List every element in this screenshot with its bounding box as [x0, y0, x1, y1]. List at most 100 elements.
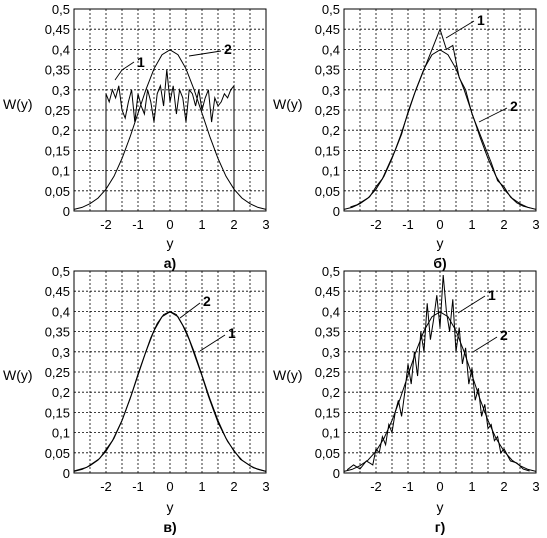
panel-b-y-tick-label: 0,1 [322, 164, 340, 179]
panel-a: 0 0,05 0,1 0,15 0,2 0,25 0,3 0,35 0,4 0,45 0,5 -2 -1… [3, 2, 270, 271]
panel-d-curve-label-1: 1 [488, 287, 496, 303]
panel-a-y-tick-label: 0,35 [45, 63, 70, 78]
panel-b-grid [343, 8, 537, 212]
panel-c-y-tick-label: 0,5 [52, 264, 70, 279]
panel-c-series [73, 310, 267, 472]
panel-d-y-tick-label: 0,4 [322, 304, 340, 319]
panel-c-y-tick-label: 0,2 [52, 385, 70, 400]
panel-d-x-tick-label: 0 [436, 479, 443, 494]
panel-a-y-tick-label: 0,15 [45, 143, 70, 158]
panel-a-grid [73, 8, 267, 212]
panel-b-y-tick-label: 0,4 [322, 42, 340, 57]
panel-a-ylabel: W(y) [3, 96, 33, 112]
panel-a-x-tick-label: 2 [230, 217, 237, 232]
panel-a-y-tick-label: 0,5 [52, 2, 70, 17]
panel-d-y-tick-label: 0,05 [315, 446, 340, 461]
panel-d-y-tick-label: 0,3 [322, 345, 340, 360]
panel-a-series [73, 49, 267, 211]
panel-c-y-tick-label: 0,45 [45, 284, 70, 299]
panel-a-x-tick-label: 3 [262, 217, 269, 232]
panel-c-x-tick-label: 2 [230, 479, 237, 494]
panel-a-x-tick-label: -1 [132, 217, 144, 232]
panel-b-ylabel: W(y) [273, 96, 303, 112]
panel-a-series-2-line [73, 49, 267, 210]
panel-b-y-tick-label: 0,2 [322, 123, 340, 138]
panel-c-x-tick-label: 3 [262, 479, 269, 494]
panel-a-ticks: 0 0,05 0,1 0,15 0,2 0,25 0,3 0,35 0,4 0,45 0,5 -2 -1… [45, 2, 270, 232]
panel-d-ticks: 0 0,05 0,1 0,15 0,2 0,25 0,3 0,35 0,4 0,45 0,5 -2 -1… [315, 264, 540, 494]
panel-c-y-tick-label: 0,35 [45, 325, 70, 340]
panel-d-series [343, 274, 537, 472]
panel-a-series-1-line [105, 69, 235, 211]
panel-b-y-tick-label: 0,05 [315, 184, 340, 199]
panel-c-y-tick-label: 0,1 [52, 426, 70, 441]
panel-d-x-tick-label: -1 [402, 479, 414, 494]
panel-d-leader-2 [472, 336, 498, 353]
panel-b-y-tick-label: 0 [333, 204, 340, 219]
panel-d-y-tick-label: 0,45 [315, 284, 340, 299]
panel-a-y-tick-label: 0,4 [52, 42, 70, 57]
panel-b-x-tick-label: 2 [500, 217, 507, 232]
panel-b-x-tick-label: 3 [532, 217, 539, 232]
panel-b-y-tick-label: 0,5 [322, 2, 340, 17]
panel-b-x-tick-label: 0 [436, 217, 443, 232]
panel-b-y-tick-label: 0,35 [315, 63, 340, 78]
panel-d-grid [343, 270, 537, 474]
panel-d-y-tick-label: 0,25 [315, 365, 340, 380]
panel-c-x-tick-label: 1 [198, 479, 205, 494]
panel-c-ticks: 0 0,05 0,1 0,15 0,2 0,25 0,3 0,35 0,4 0,45 0,5 -2 -1… [45, 264, 270, 494]
panel-d-x-tick-label: 3 [532, 479, 539, 494]
panel-b-curve-label-2: 2 [510, 98, 518, 114]
panel-b-series [343, 27, 537, 210]
panel-c-curve-label-2: 2 [203, 293, 211, 309]
panel-c-series-2-line [73, 311, 267, 472]
panel-a-plot-frame [73, 8, 267, 212]
panel-b-x-tick-label: 1 [468, 217, 475, 232]
panel-a-x-tick-label: 0 [166, 217, 173, 232]
panel-d-ylabel: W(y) [273, 367, 303, 383]
panel-b-x-tick-label: -1 [402, 217, 414, 232]
panel-c-leader-1 [199, 334, 226, 352]
panel-c-xlabel: y [167, 499, 174, 515]
panel-a-curve-label-2: 2 [224, 41, 232, 57]
panel-d-curve-label-2: 2 [500, 327, 508, 343]
panel-d-x-tick-label: 2 [500, 479, 507, 494]
panel-a-leader-1 [114, 61, 135, 81]
panel-d-y-tick-label: 0 [333, 466, 340, 481]
panel-c-grid [73, 270, 267, 474]
panel-b-y-tick-label: 0,15 [315, 143, 340, 158]
panel-c-x-tick-label: -1 [132, 479, 144, 494]
panel-d-y-tick-label: 0,35 [315, 325, 340, 340]
panel-a-y-tick-label: 0,2 [52, 123, 70, 138]
panel-c-ylabel: W(y) [3, 367, 33, 383]
panel-a-y-tick-label: 0,05 [45, 184, 70, 199]
panel-a-y-tick-label: 0 [63, 204, 70, 219]
panel-b-y-tick-label: 0,3 [322, 83, 340, 98]
panel-b-series-2-line [343, 49, 537, 210]
panel-a-y-tick-label: 0,45 [45, 22, 70, 37]
panel-c-x-tick-label: 0 [166, 479, 173, 494]
panel-c: 0 0,05 0,1 0,15 0,2 0,25 0,3 0,35 0,4 0,45 0,5 -2 -1… [3, 264, 270, 535]
panel-d: 0 0,05 0,1 0,15 0,2 0,25 0,3 0,35 0,4 0,45 0,5 -2 -1… [273, 264, 540, 535]
panel-c-title: в) [163, 519, 176, 535]
panel-a-y-tick-label: 0,3 [52, 83, 70, 98]
panel-d-y-tick-label: 0,2 [322, 385, 340, 400]
panel-d-y-tick-label: 0,1 [322, 426, 340, 441]
panel-c-leader-2 [179, 302, 201, 319]
panel-c-y-tick-label: 0,25 [45, 365, 70, 380]
panel-a-x-tick-label: -2 [100, 217, 112, 232]
panel-b-leader-2 [478, 107, 508, 123]
panel-b-y-tick-label: 0,25 [315, 103, 340, 118]
panel-b-xlabel: y [437, 235, 444, 251]
panel-a-x-tick-label: 1 [198, 217, 205, 232]
panel-c-x-tick-label: -2 [100, 479, 112, 494]
panel-c-y-tick-label: 0,05 [45, 446, 70, 461]
panel-b-title: б) [433, 255, 446, 271]
panel-b-curve-label-1: 1 [477, 12, 485, 28]
panel-c-y-tick-label: 0 [63, 466, 70, 481]
panel-b-leader-1 [445, 20, 475, 39]
panel-d-y-tick-label: 0,15 [315, 405, 340, 420]
panel-d-x-tick-label: 1 [468, 479, 475, 494]
panel-d-series-1-line [346, 274, 530, 472]
